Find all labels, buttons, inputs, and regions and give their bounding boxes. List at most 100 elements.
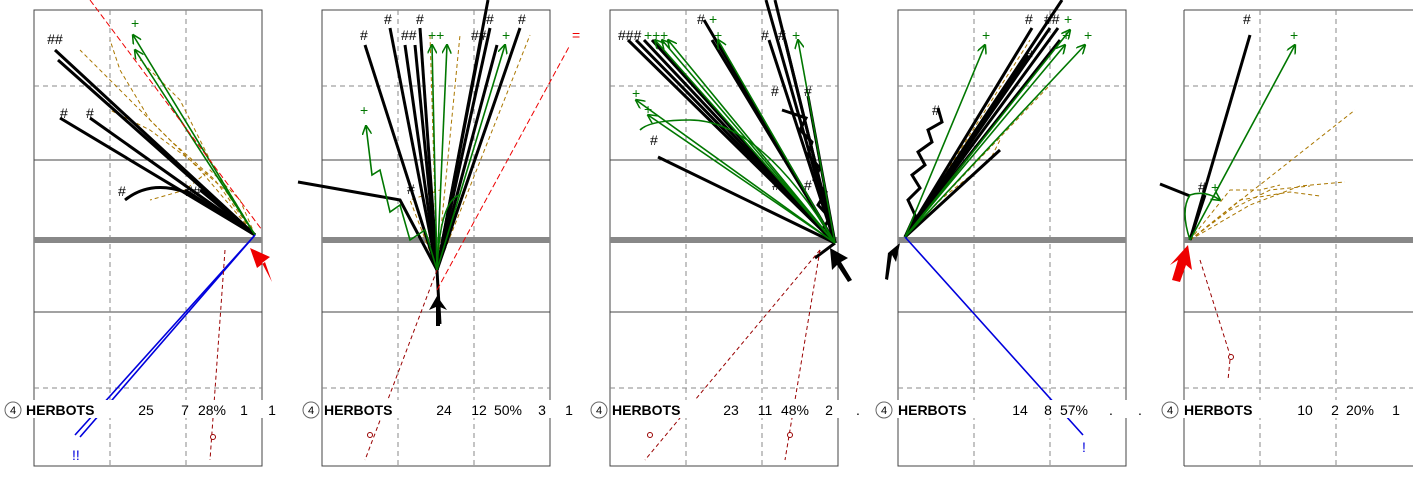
- panel-2-hash-label: #: [416, 11, 424, 27]
- panel-2-stat-3: 50%: [494, 402, 522, 418]
- panel-1-stat-3: 28%: [198, 402, 226, 418]
- panel-2-circle-badge: [302, 401, 320, 419]
- panel-5-stats-bg: [1183, 400, 1413, 418]
- panel-5: # + # + 4 HERBOTS 10 2 20% 1: [1159, 9, 1413, 467]
- panel-5-hash-label: #: [1198, 179, 1206, 195]
- panel-1-player-name: HERBOTS: [26, 402, 94, 418]
- panel-2-hash-label: #: [518, 11, 526, 27]
- panel-2-equals-label: =: [572, 27, 580, 43]
- panel-3-hash-label: #: [771, 83, 779, 99]
- panel-3-plus-label: +: [632, 85, 640, 101]
- panel-1: ## # # # ## + !! 4 HERBOTS 25 7 28% 1 1: [4, 0, 276, 467]
- panel-4-player-name: HERBOTS: [898, 402, 966, 418]
- panel-3-plus-label: ++: [644, 27, 660, 43]
- panel-1-darkred-line: [209, 249, 226, 461]
- panel-4-stat-5: .: [1138, 402, 1142, 418]
- panel-2-hash-label: ##: [471, 27, 487, 43]
- panel-5-circle-badge: [1161, 401, 1179, 419]
- panel-4-stat-3: 57%: [1060, 402, 1088, 418]
- panel-5-stat-2: 2: [1331, 402, 1339, 418]
- panel-3-darkred-lines: [644, 249, 821, 461]
- panel-5-plus-label: +: [1290, 27, 1298, 43]
- panel-2-hash-label: #: [360, 27, 368, 43]
- panel-1-plus-label: +: [131, 15, 139, 31]
- panel-1-stat-1: 25: [138, 402, 154, 418]
- panel-3-plus-label: +: [660, 27, 668, 43]
- panel-4-stats-row: 4 HERBOTS 14 8 57% . .: [875, 400, 1147, 419]
- panel-1-hash-label: ##: [185, 183, 201, 199]
- panel-5-circle-number: 4: [1167, 405, 1173, 417]
- panel-4-plus-label: +: [1064, 11, 1072, 27]
- panel-2-stats-bg: [323, 400, 568, 418]
- panel-4-labels: # + # ## + # + + !: [932, 11, 1092, 455]
- panel-5-stat-4: 1: [1392, 402, 1400, 418]
- panel-5-hash-label: #: [1243, 11, 1251, 27]
- panel-4-black-arrow-marker: [882, 243, 900, 280]
- panel-2-failed-passes: [409, 34, 531, 271]
- panel-3-stat-3: 48%: [781, 402, 809, 418]
- panel-3-plus-label: +: [709, 11, 717, 27]
- panel-5-labels: # + # +: [1198, 11, 1298, 195]
- panel-5-player-name: HERBOTS: [1184, 402, 1252, 418]
- panel-2-red-dashed-line: [436, 44, 571, 291]
- panel-5-stat-3: 20%: [1346, 402, 1374, 418]
- panel-3-black-arrow-marker: [830, 248, 852, 282]
- panel-3: ### ++ + # + + # # + # # + + # # # 4 HER…: [590, 0, 860, 467]
- panel-3-plus-label: +: [644, 101, 652, 117]
- panel-5-stats-row: 4 HERBOTS 10 2 20% 1: [1161, 400, 1413, 419]
- panel-3-stat-4: 2: [825, 402, 833, 418]
- panel-4-missed-shots: [903, 0, 1064, 239]
- panel-3-player-name: HERBOTS: [612, 402, 680, 418]
- panel-1-red-arrow-marker: [250, 248, 272, 282]
- panel-4-hash-label: ##: [1044, 11, 1060, 27]
- panel-1-circle-number: 4: [10, 405, 16, 417]
- panel-3-hash-label: #: [697, 11, 705, 27]
- panel-5-plus-label: +: [1211, 179, 1219, 195]
- panel-1-hash-label: #: [118, 183, 126, 199]
- panel-1-stat-4: 1: [240, 402, 248, 418]
- panel-1-darkred-dot: [210, 434, 216, 440]
- panel-5-darkred-dot: [1228, 354, 1234, 360]
- panel-3-successful-passes: [636, 40, 836, 244]
- panel-2-hash-label: #: [486, 11, 494, 27]
- panel-2-hash-label: ##: [401, 27, 417, 43]
- panel-4-bang-label: !: [1082, 439, 1086, 455]
- panel-3-stat-5: .: [856, 402, 860, 418]
- panel-4-stat-1: 14: [1012, 402, 1028, 418]
- panel-1-bang-label: !!: [72, 447, 80, 463]
- panel-4-plus-label: +: [982, 27, 990, 43]
- panel-3-hash-label: #: [761, 27, 769, 43]
- panel-4-circle-number: 4: [881, 405, 887, 417]
- panel-4-hash-label: #: [1025, 11, 1033, 27]
- panel-3-plus-label: +: [714, 27, 722, 43]
- panel-3-stats-row: 4 HERBOTS 23 11 48% 2 .: [590, 400, 860, 419]
- panel-2-hash-label: #: [384, 11, 392, 27]
- panel-3-labels: ### ++ + # + + # # + # # + + # # #: [618, 11, 812, 193]
- panel-3-hash-label: #: [804, 83, 812, 99]
- panel-1-labels: ## # # # ## + !!: [47, 15, 201, 463]
- panel-1-stat-2: 7: [181, 402, 189, 418]
- panel-3-hash-label: ###: [618, 27, 642, 43]
- panel-1-circle-badge: [4, 401, 22, 419]
- panel-2-plus-label: +: [360, 102, 368, 118]
- panel-1-hash-label: ##: [47, 31, 63, 47]
- panel-4-hash-label: #: [1025, 47, 1033, 63]
- panel-3-hash-label: #: [772, 177, 780, 193]
- panel-4-successful-passes: [904, 30, 1085, 238]
- panel-5-failed-passes: [1189, 109, 1356, 241]
- panel-3-missed-shots: [626, 0, 837, 260]
- panel-1-stat-5: 1: [268, 402, 276, 418]
- panel-3-hash-label: #: [778, 27, 786, 43]
- panel-3-stat-1: 23: [723, 402, 739, 418]
- panel-2-stat-1: 24: [436, 402, 452, 418]
- panel-1-red-dashed-line: [89, 0, 263, 231]
- panel-4-stat-4: .: [1109, 402, 1113, 418]
- panel-2-player-name: HERBOTS: [324, 402, 392, 418]
- panel-3-circle-number: 4: [596, 405, 602, 417]
- panel-4-circle-badge: [875, 401, 893, 419]
- panel-2-stat-2: 12: [471, 402, 487, 418]
- panel-4-plus-label: +: [1084, 27, 1092, 43]
- panel-5-red-arrow-marker: [1170, 245, 1192, 282]
- panel-4-stat-2: 8: [1044, 402, 1052, 418]
